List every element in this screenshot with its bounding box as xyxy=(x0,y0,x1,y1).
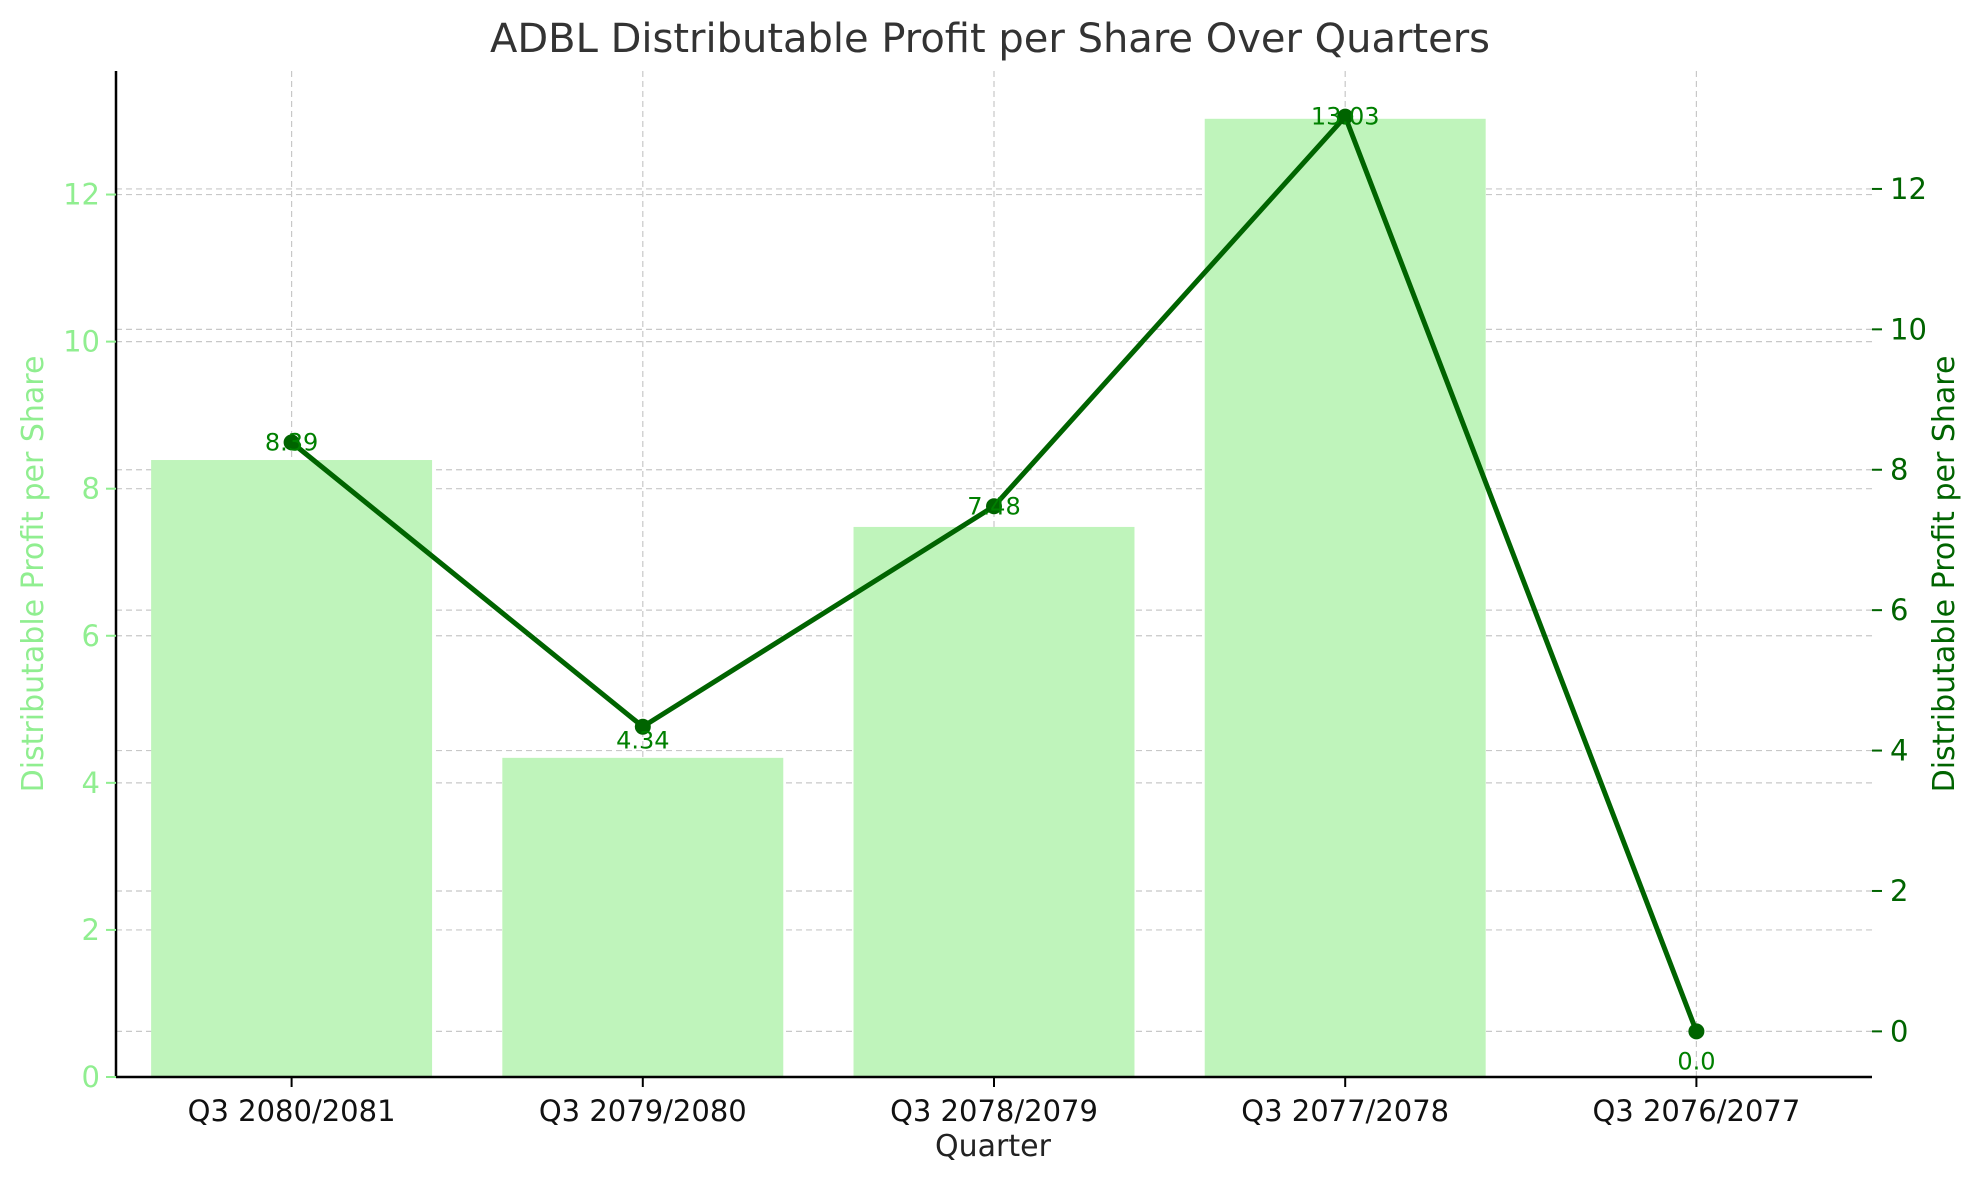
right-tick-label: 0 xyxy=(1890,1014,1908,1048)
line-point xyxy=(283,434,300,451)
data-label: 0.0 xyxy=(1677,1047,1715,1075)
data-label: 7.48 xyxy=(967,492,1020,520)
chart-title: ADBL Distributable Profit per Share Over… xyxy=(490,16,1490,62)
x-axis-title: Quarter xyxy=(935,1129,1052,1164)
line-point xyxy=(1688,1023,1705,1040)
left-tick-label: 12 xyxy=(63,178,100,212)
bar xyxy=(502,757,784,1077)
line-point xyxy=(1337,108,1354,125)
line-series xyxy=(283,108,1705,1040)
left-tick-label: 2 xyxy=(82,913,100,947)
right-tick-label: 10 xyxy=(1890,312,1927,346)
bar xyxy=(151,460,433,1077)
right-y-axis-title: Distributable Profit per Share xyxy=(1927,356,1962,793)
bar xyxy=(1204,118,1486,1078)
right-tick-label: 4 xyxy=(1890,734,1908,768)
left-y-axis-title: Distributable Profit per Share xyxy=(16,356,51,793)
right-tick-label: 6 xyxy=(1890,593,1908,627)
left-tick-label: 8 xyxy=(82,472,100,506)
data-labels: 8.39 4.34 7.48 13.03 0.0 xyxy=(265,103,1716,1076)
left-tick-label: 4 xyxy=(82,766,100,800)
right-tick-label: 8 xyxy=(1890,453,1908,487)
x-tick-label: Q3 2077/2078 xyxy=(1241,1094,1449,1128)
data-label: 13.03 xyxy=(1311,103,1380,131)
left-tick-label: 6 xyxy=(82,619,100,653)
left-tick-label: 10 xyxy=(63,325,100,359)
right-tick-label: 12 xyxy=(1890,172,1927,206)
x-tick-label: Q3 2079/2080 xyxy=(539,1094,747,1128)
line-point xyxy=(986,498,1002,515)
bars xyxy=(151,118,1486,1078)
bar xyxy=(853,526,1135,1077)
left-tick-label: 0 xyxy=(82,1060,100,1094)
right-tick-label: 2 xyxy=(1890,874,1908,908)
x-tick-label: Q3 2078/2079 xyxy=(890,1094,1098,1128)
line-point xyxy=(634,718,651,735)
x-tick-label: Q3 2076/2077 xyxy=(1592,1094,1800,1128)
axes: 0 2 4 6 8 10 12 0 2 4 6 8 10 12 Q3 2080/2081 Q3 2079/20… xyxy=(63,71,1927,1128)
x-tick-label: Q3 2080/2081 xyxy=(188,1094,396,1128)
data-label: 8.39 xyxy=(265,428,318,456)
data-label: 4.34 xyxy=(616,727,669,755)
